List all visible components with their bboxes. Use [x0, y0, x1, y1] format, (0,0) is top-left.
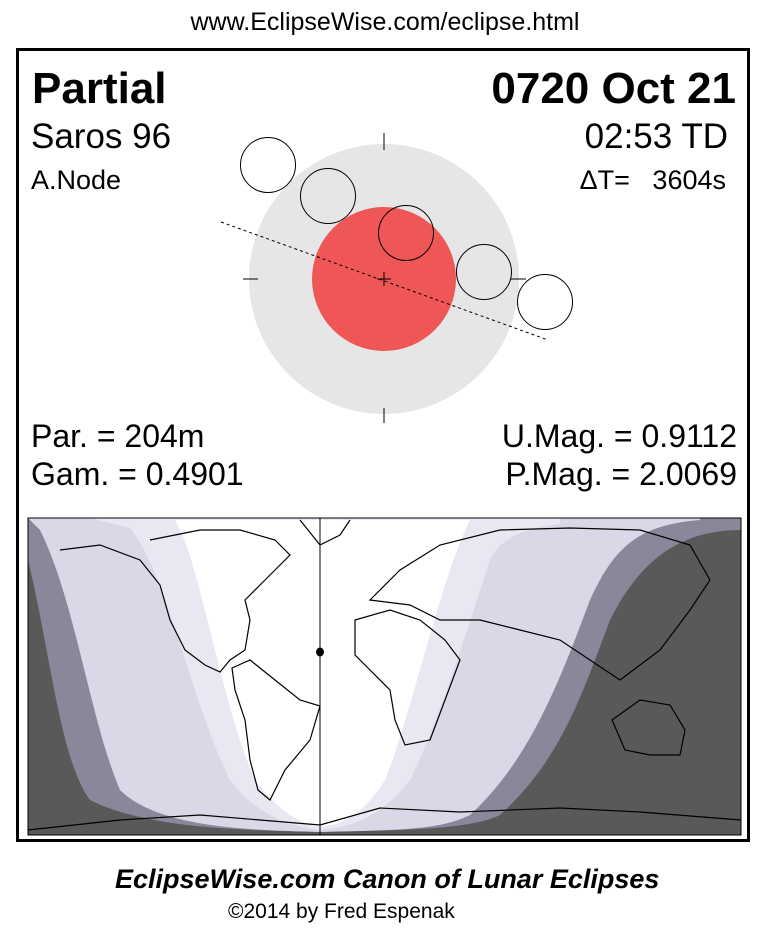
greenland [299, 519, 351, 546]
africa [354, 609, 461, 746]
node-type: A.Node [31, 165, 122, 195]
delta-t: ΔT= 3604s [579, 165, 726, 195]
eurasia [368, 527, 711, 681]
moon-p4 [517, 274, 573, 330]
moon-path-line [220, 221, 549, 341]
moon-greatest [378, 205, 434, 261]
antarctica [28, 807, 741, 831]
umbral-magnitude: U.Mag. = 0.9112 [501, 418, 737, 454]
greatest-eclipse-point [316, 647, 324, 657]
eclipse-figure-frame [16, 48, 750, 842]
gamma: Gam. = 0.4901 [31, 456, 244, 492]
greatest-eclipse-time: 02:53 TD [584, 117, 728, 156]
north-america [59, 529, 291, 673]
eclipse-diagram [220, 133, 573, 423]
saros-number: Saros 96 [31, 117, 172, 156]
footer-title: EclipseWise.com Canon of Lunar Eclipses [115, 864, 660, 894]
penumbral-magnitude: P.Mag. = 2.0069 [505, 456, 737, 492]
source-url: www.EclipseWise.com/eclipse.html [190, 8, 580, 36]
south-america [231, 659, 321, 801]
visibility-map [27, 517, 742, 836]
eclipse-date: 0720 Oct 21 [491, 64, 736, 113]
moon-p1 [240, 137, 296, 193]
moon-u1 [300, 168, 356, 224]
australia [611, 699, 686, 756]
moon-u4 [456, 244, 512, 300]
eclipse-type: Partial [32, 64, 167, 113]
partial-duration: Par. = 204m [31, 418, 205, 454]
coastlines [28, 519, 741, 831]
footer-copyright: ©2014 by Fred Espenak [228, 900, 455, 923]
map-border [27, 517, 742, 836]
